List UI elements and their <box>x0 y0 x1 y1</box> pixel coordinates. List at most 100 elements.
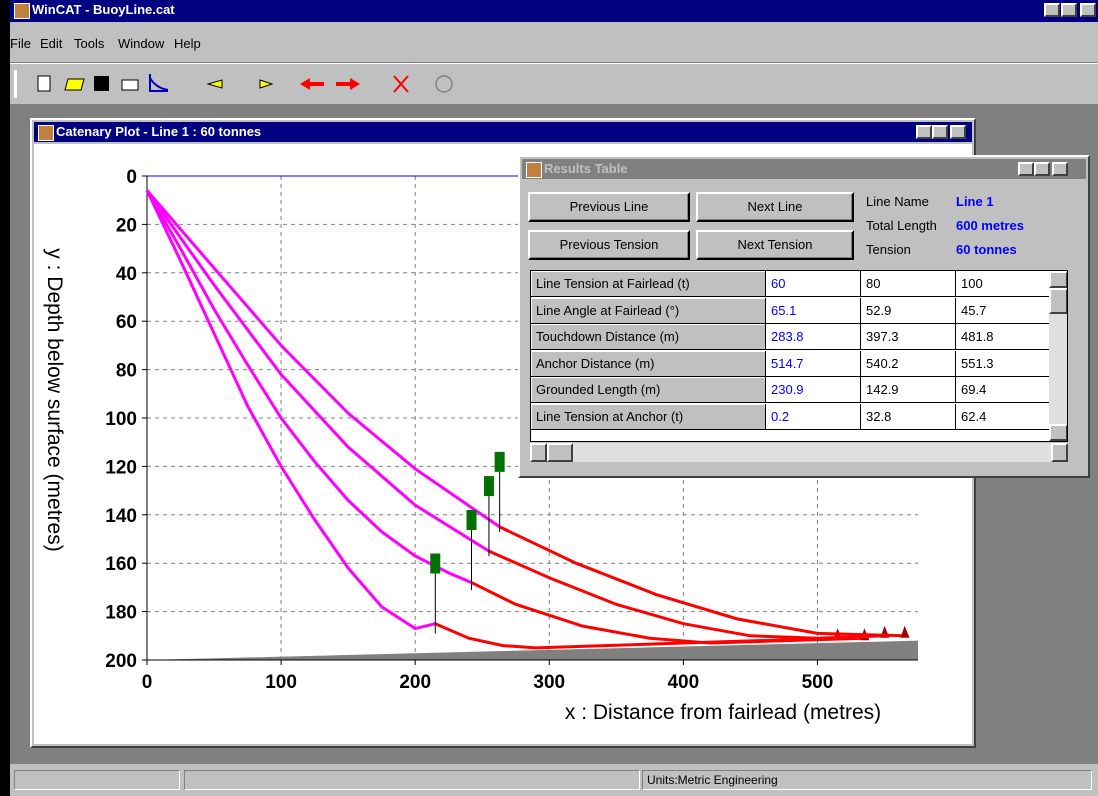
y-tick-label: 100 <box>105 409 137 430</box>
cell: 283.8 <box>766 324 861 350</box>
app-title-bar: WinCAT - BuoyLine.cat <box>10 0 1098 22</box>
cell: 65.1 <box>766 297 861 324</box>
status-pane <box>184 770 640 790</box>
row-header: Grounded Length (m) <box>531 377 766 403</box>
cell: 45.7 <box>956 297 1051 324</box>
y-tick-label: 200 <box>105 651 137 672</box>
maximize-button[interactable] <box>1034 162 1050 176</box>
y-tick-label: 120 <box>105 457 137 478</box>
x-tick-label: 400 <box>667 672 699 693</box>
line-series <box>488 549 885 640</box>
status-bar: Units:Metric Engineering <box>10 764 1098 796</box>
y-tick-label: 60 <box>116 312 137 333</box>
x-tick-label: 500 <box>802 672 834 693</box>
close-button[interactable] <box>1052 162 1068 176</box>
cell: 52.9 <box>861 297 956 324</box>
y-tick-label: 40 <box>116 264 137 285</box>
next-tension-icon[interactable] <box>336 78 360 90</box>
prev-line-icon[interactable] <box>206 79 223 89</box>
menu-item[interactable]: Window <box>118 36 165 51</box>
status-pane <box>14 770 180 790</box>
cell: 0.2 <box>766 403 861 430</box>
cell: 540.2 <box>861 350 956 377</box>
nav-button[interactable]: Previous Tension <box>528 230 690 260</box>
y-tick-label: 140 <box>105 506 137 527</box>
window-icon <box>38 125 54 141</box>
delete-icon[interactable] <box>393 75 409 93</box>
minimize-button[interactable] <box>916 125 932 139</box>
horizontal-scrollbar[interactable] <box>530 443 1068 462</box>
info-label: Total Length <box>866 218 937 233</box>
cell: 32.8 <box>861 403 956 430</box>
row-header: Line Tension at Fairlead (t) <box>531 271 766 297</box>
minimize-button[interactable] <box>1018 162 1034 176</box>
close-button[interactable] <box>950 125 966 139</box>
toolbar <box>14 70 453 98</box>
scroll-thumb[interactable] <box>1049 288 1067 314</box>
new-icon[interactable] <box>37 75 51 92</box>
info-value: 600 metres <box>956 218 1024 233</box>
cell: 100 <box>956 271 1051 297</box>
buoy <box>466 509 477 530</box>
cell: 230.9 <box>766 377 861 403</box>
line-series <box>145 189 473 584</box>
x-axis-label: x : Distance from fairlead (metres) <box>565 701 881 724</box>
menu-item[interactable]: File <box>10 36 31 51</box>
scroll-down[interactable] <box>1049 424 1067 441</box>
next-line-icon[interactable] <box>259 79 274 89</box>
menu-item[interactable]: Tools <box>74 36 105 51</box>
scroll-up[interactable] <box>1049 271 1067 288</box>
app-icon <box>14 3 30 19</box>
menu-toolbar-area: File Edit Tools Window Help <box>10 22 1098 104</box>
open-icon[interactable] <box>64 78 85 91</box>
cell: 481.8 <box>956 324 1051 350</box>
cell: 514.7 <box>766 350 861 377</box>
menu-item[interactable]: Help <box>174 36 201 51</box>
buoy <box>483 476 494 497</box>
results-title-bar: Results Table <box>522 159 1086 179</box>
y-axis-label: y : Depth below surface (metres) <box>43 248 66 551</box>
grip <box>14 70 17 98</box>
close-button[interactable] <box>1080 3 1096 17</box>
maximize-button[interactable] <box>1061 3 1077 17</box>
results-window: Results Table Previous Line Next Line Prev… <box>518 155 1090 478</box>
y-tick-label: 0 <box>126 167 137 188</box>
nav-button[interactable]: Next Line <box>696 192 854 222</box>
line-series <box>145 189 436 631</box>
help-icon[interactable] <box>435 75 453 93</box>
menu-bar: File Edit Tools Window Help <box>10 36 410 56</box>
results-grid: Line Tension at Fairlead (t) 60 80 100 Line … <box>530 270 1068 442</box>
y-tick-label: 80 <box>116 361 137 382</box>
prev-tension-icon[interactable] <box>300 78 324 90</box>
row-header: Anchor Distance (m) <box>531 350 766 377</box>
print-icon[interactable] <box>121 79 139 91</box>
x-tick-label: 200 <box>399 672 431 693</box>
x-tick-label: 100 <box>265 672 297 693</box>
menu-item[interactable]: Edit <box>40 36 63 51</box>
info-label: Tension <box>866 242 911 257</box>
nav-button[interactable]: Previous Line <box>528 192 690 222</box>
buoy <box>494 451 505 472</box>
results-title: Results Table <box>544 161 628 176</box>
app-title: WinCAT - BuoyLine.cat <box>32 2 175 17</box>
y-tick-label: 180 <box>105 603 137 624</box>
scroll-right[interactable] <box>1051 443 1068 462</box>
scroll-thumb[interactable] <box>547 443 573 462</box>
plot-title: Catenary Plot - Line 1 : 60 tonnes <box>56 124 262 139</box>
cell: 551.3 <box>956 350 1051 377</box>
plot-icon[interactable] <box>149 74 169 92</box>
nav-button[interactable]: Next Tension <box>696 230 854 260</box>
x-tick-label: 300 <box>533 672 565 693</box>
cell: 80 <box>861 271 956 297</box>
scroll-left[interactable] <box>530 443 547 462</box>
vertical-scrollbar[interactable] <box>1049 271 1067 441</box>
window-icon <box>526 162 542 178</box>
line-series <box>145 189 490 553</box>
row-header: Touchdown Distance (m) <box>531 324 766 350</box>
save-icon[interactable] <box>94 76 109 91</box>
row-header: Line Angle at Fairlead (°) <box>531 297 766 324</box>
cell: 397.3 <box>861 324 956 350</box>
maximize-button[interactable] <box>932 125 948 139</box>
minimize-button[interactable] <box>1044 3 1060 17</box>
